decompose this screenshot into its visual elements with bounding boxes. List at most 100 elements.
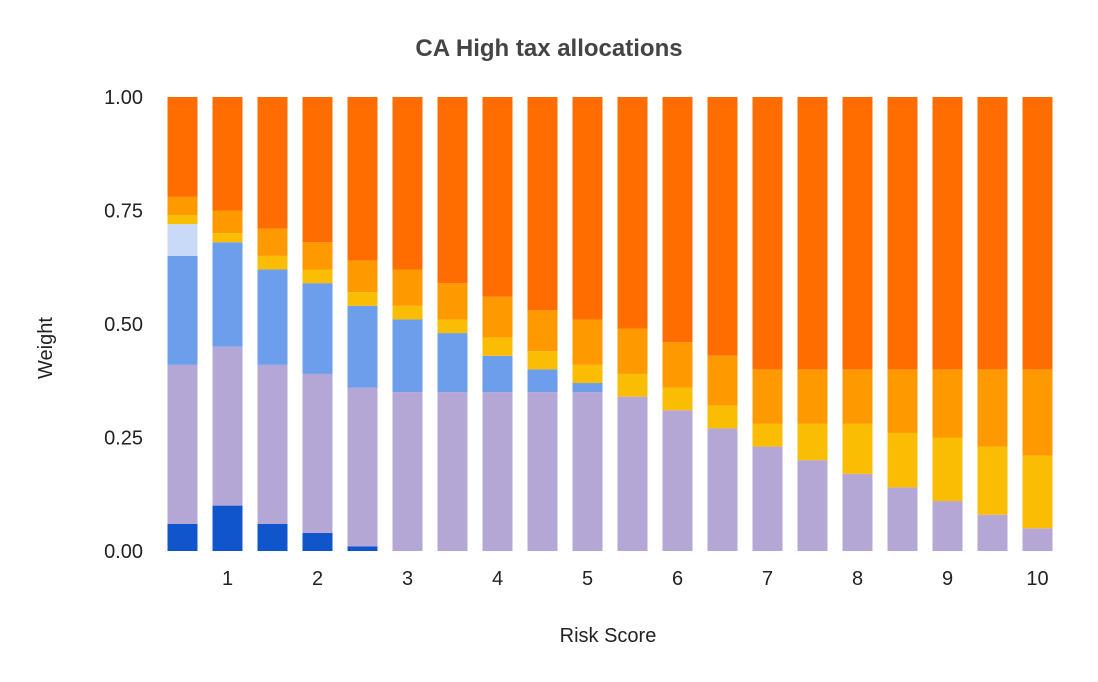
bar-segment-series-7	[572, 97, 603, 320]
bar-segment-series-2	[662, 410, 693, 551]
bar-segment-series-3	[527, 369, 558, 393]
bar-stack	[527, 97, 558, 551]
bar-segment-series-6	[527, 310, 558, 352]
bar-segment-series-2	[212, 346, 243, 506]
bar-segment-series-7	[617, 97, 648, 329]
bar-segment-series-5	[437, 319, 468, 334]
bar-segment-series-7	[257, 97, 288, 229]
bar-stack	[797, 97, 828, 551]
bar-segment-series-5	[797, 423, 828, 461]
bar-stack	[212, 97, 243, 551]
bar-stack	[392, 97, 423, 551]
y-axis: 0.00 0.25 0.50 0.75 1.00	[104, 87, 143, 563]
bar-segment-series-6	[932, 369, 963, 438]
bar-segment-series-7	[842, 97, 873, 370]
bar-segment-series-5	[1022, 455, 1053, 529]
bar-segment-series-7	[212, 97, 243, 211]
y-tick-label: 0.00	[104, 541, 143, 563]
bar-segment-series-2	[482, 392, 513, 551]
bar-segment-series-5	[257, 255, 288, 270]
bar-stack	[1022, 97, 1053, 551]
bar-segment-series-7	[932, 97, 963, 370]
bar-segment-series-7	[662, 97, 693, 343]
bar-segment-series-2	[1022, 528, 1053, 551]
bar-segment-series-1	[302, 532, 333, 551]
bar-segment-series-6	[707, 355, 738, 406]
bar-segment-series-3	[572, 383, 603, 393]
x-tick-label: 6	[672, 568, 683, 590]
bar-segment-series-2	[437, 392, 468, 551]
x-tick-label: 1	[222, 568, 233, 590]
bar-segment-series-3	[302, 283, 333, 374]
x-tick-label: 7	[762, 568, 773, 590]
x-tick-label: 4	[492, 568, 503, 590]
bar-segment-series-1	[257, 523, 288, 551]
bar-segment-series-7	[392, 97, 423, 270]
bar-segment-series-6	[842, 369, 873, 424]
bar-stack	[482, 97, 513, 551]
bar-segment-series-7	[347, 97, 378, 261]
bar-segment-series-6	[797, 369, 828, 424]
bar-segment-series-2	[842, 473, 873, 551]
bar-segment-series-7	[797, 97, 828, 370]
bar-segment-series-6	[977, 369, 1008, 447]
bar-stack	[437, 97, 468, 551]
bar-segment-series-1	[167, 523, 198, 551]
bar-segment-series-7	[437, 97, 468, 284]
bar-segment-series-7	[527, 97, 558, 311]
bar-stack	[617, 97, 648, 551]
bar-segment-series-3	[437, 333, 468, 393]
x-tick-label: 5	[582, 568, 593, 590]
bar-segment-series-5	[707, 405, 738, 429]
bar-segment-series-1	[212, 505, 243, 551]
bar-segment-series-5	[977, 446, 1008, 515]
x-tick-label: 9	[942, 568, 953, 590]
bar-segment-series-3	[392, 319, 423, 393]
bar-segment-series-2	[617, 396, 648, 551]
bars	[167, 97, 1053, 551]
bar-segment-series-2	[347, 387, 378, 547]
bar-stack	[257, 97, 288, 551]
bar-segment-series-5	[392, 305, 423, 320]
bar-segment-series-3	[167, 255, 198, 365]
bar-segment-series-5	[842, 423, 873, 474]
bar-segment-series-7	[482, 97, 513, 297]
x-tick-label: 2	[312, 568, 323, 590]
bar-segment-series-6	[752, 369, 783, 424]
bar-segment-series-6	[167, 196, 198, 216]
bar-segment-series-1	[347, 546, 378, 551]
bar-segment-series-7	[977, 97, 1008, 370]
bar-stack	[572, 97, 603, 551]
bar-segment-series-6	[392, 269, 423, 306]
bar-segment-series-6	[617, 328, 648, 374]
bar-segment-series-5	[617, 373, 648, 397]
bar-stack	[302, 97, 333, 551]
bar-segment-series-7	[302, 97, 333, 243]
x-tick-label: 8	[852, 568, 863, 590]
bar-stack	[887, 97, 918, 551]
bar-stack	[167, 97, 198, 551]
bar-segment-series-2	[167, 364, 198, 524]
bar-segment-series-6	[302, 242, 333, 270]
bar-segment-series-6	[887, 369, 918, 433]
y-axis-title: Weight	[35, 317, 57, 379]
y-tick-label: 0.50	[104, 314, 143, 336]
bar-stack	[752, 97, 783, 551]
bar-stack	[842, 97, 873, 551]
bar-segment-series-5	[302, 269, 333, 284]
bar-segment-series-6	[257, 228, 288, 256]
bar-segment-series-3	[212, 242, 243, 347]
bar-segment-series-5	[482, 337, 513, 356]
bar-segment-series-2	[302, 373, 333, 533]
bar-segment-series-6	[662, 342, 693, 388]
bar-stack	[932, 97, 963, 551]
bar-stack	[347, 97, 378, 551]
bar-segment-series-3	[347, 305, 378, 388]
bar-segment-series-2	[707, 428, 738, 551]
x-axis: 1 2 3 4 5 6 7 8 9 10	[222, 568, 1049, 590]
bar-segment-series-7	[167, 97, 198, 197]
bar-segment-series-2	[257, 364, 288, 524]
bar-segment-series-5	[887, 432, 918, 488]
